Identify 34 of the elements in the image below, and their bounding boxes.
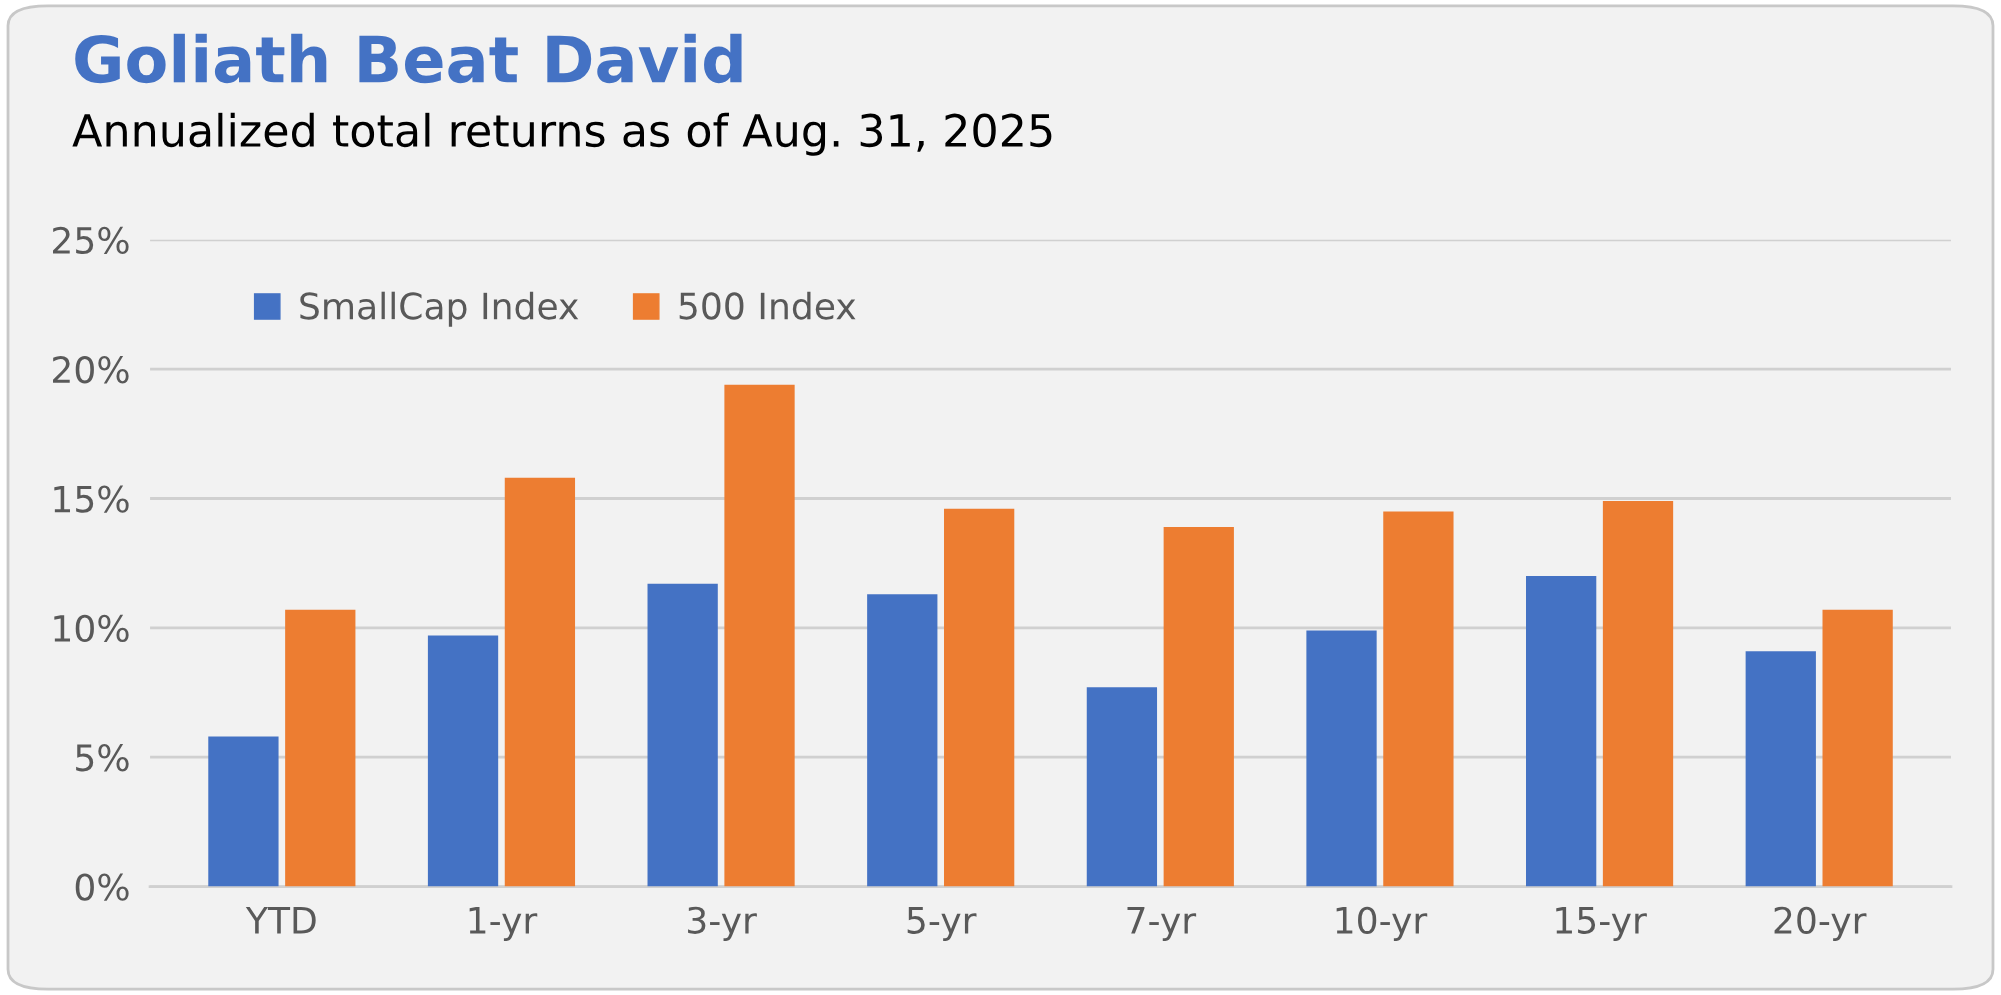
- bar: [285, 609, 356, 887]
- bar: [944, 508, 1015, 887]
- chart-title: Goliath Beat David: [75, 33, 742, 84]
- y-tick-label: 10%: [54, 614, 129, 643]
- bar: [1745, 651, 1816, 887]
- bar: [504, 477, 576, 887]
- x-tick-label: 1-yr: [469, 907, 538, 941]
- y-tick-label: 15%: [54, 485, 129, 513]
- y-tick-label: 5%: [76, 744, 129, 772]
- x-tick-label: 20-yr: [1774, 906, 1867, 941]
- bar: [1163, 526, 1234, 887]
- bar: [208, 736, 279, 887]
- chart-subtitle: Annualized total returns as of Aug. 31, 2025: [72, 112, 1052, 156]
- y-tick-label: 20%: [53, 356, 129, 384]
- legend-label: 500 Index: [679, 291, 856, 320]
- y-tick-label: 25%: [53, 226, 129, 255]
- x-tick-label: 5-yr: [907, 907, 977, 941]
- bar: [1306, 630, 1377, 887]
- bar: [647, 583, 718, 887]
- bar: [1086, 687, 1158, 887]
- bar: [1383, 511, 1454, 887]
- x-tick-label: 7-yr: [1127, 907, 1197, 941]
- y-tick-label: 0%: [75, 873, 129, 901]
- bar: [867, 594, 938, 887]
- bar: [1526, 576, 1597, 887]
- bar: [1822, 609, 1893, 887]
- legend-label: SmallCap Index: [300, 291, 579, 327]
- x-tick-label: 3-yr: [688, 906, 757, 941]
- x-tick-label: YTD: [245, 907, 316, 934]
- bar: [1602, 501, 1674, 887]
- bar: [724, 384, 795, 887]
- x-tick-label: 10-yr: [1336, 906, 1428, 941]
- bar: [427, 635, 499, 887]
- x-tick-label: 15-yr: [1556, 907, 1647, 941]
